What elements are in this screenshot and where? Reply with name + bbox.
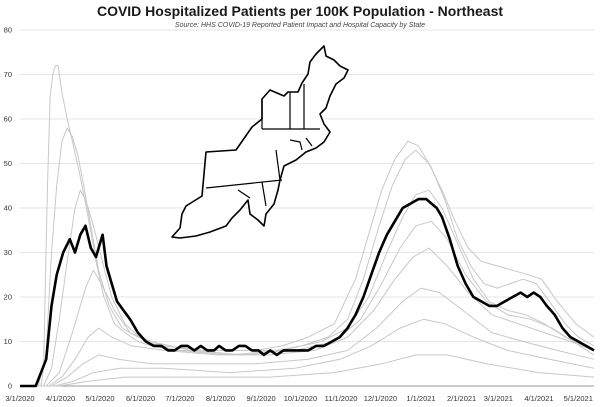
x-tick-label: 10/1/2020 — [284, 394, 317, 403]
x-tick-label: 5/1/2021 — [564, 394, 593, 403]
x-tick-label: 3/1/2021 — [484, 394, 513, 403]
x-tick-label: 1/1/2021 — [406, 394, 435, 403]
x-tick-label: 11/1/2020 — [325, 394, 358, 403]
x-tick-label: 8/1/2020 — [206, 394, 235, 403]
state-series-line — [20, 65, 595, 387]
y-tick-label: 40 — [4, 204, 12, 213]
y-tick-label: 20 — [4, 293, 12, 302]
state-series-line — [20, 318, 595, 387]
y-tick-label: 30 — [4, 248, 12, 257]
x-tick-label: 7/1/2020 — [165, 394, 194, 403]
region-series-line — [20, 197, 595, 388]
y-tick-label: 50 — [4, 159, 12, 168]
state-series-line — [20, 189, 595, 387]
y-tick-label: 10 — [4, 337, 12, 346]
y-tick-label: 70 — [4, 70, 12, 79]
state-series-line — [20, 247, 595, 387]
northeast-map-icon — [171, 45, 349, 239]
y-tick-label: 0 — [8, 382, 12, 391]
x-tick-label: 5/1/2020 — [85, 394, 114, 403]
x-tick-label: 9/1/2020 — [247, 394, 276, 403]
state-lines — [20, 65, 595, 387]
x-tick-label: 3/1/2020 — [5, 394, 34, 403]
chart-subtitle: Source: HHS COVID-19 Reported Patient Im… — [174, 22, 426, 29]
region-line — [20, 197, 595, 388]
y-tick-label: 60 — [4, 115, 12, 124]
state-series-line — [20, 287, 595, 387]
x-tick-label: 4/1/2020 — [46, 394, 75, 403]
x-axis-ticks: 3/1/2020 4/1/2020 5/1/2020 6/1/2020 7/1/2020… — [5, 394, 592, 403]
state-series-line — [20, 354, 595, 387]
x-tick-label: 2/1/2021 — [447, 394, 476, 403]
x-tick-label: 12/1/2020 — [364, 394, 397, 403]
y-tick-label: 80 — [4, 26, 12, 35]
x-tick-label: 6/1/2020 — [126, 394, 155, 403]
y-axis-ticks: 0 10 20 30 40 50 60 70 80 — [4, 26, 12, 391]
x-tick-label: 4/1/2021 — [524, 394, 553, 403]
chart-title: COVID Hospitalized Patients per 100K Pop… — [96, 3, 504, 19]
